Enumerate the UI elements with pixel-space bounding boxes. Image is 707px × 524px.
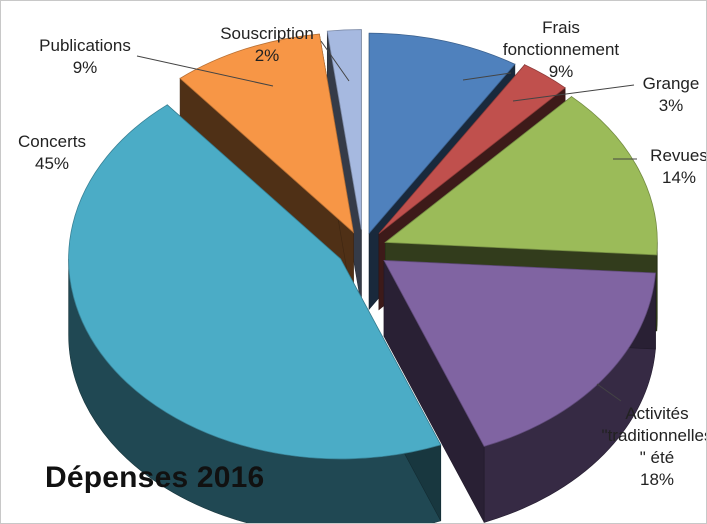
slice-name: Publications bbox=[39, 36, 131, 55]
slice-percent: 9% bbox=[549, 62, 574, 81]
slice-0 bbox=[368, 32, 516, 235]
slice-percent: 45% bbox=[35, 154, 69, 173]
leader-line-1 bbox=[512, 84, 635, 102]
chart-title: Dépenses 2016 bbox=[45, 461, 265, 494]
slice-percent: 9% bbox=[73, 58, 98, 77]
data-label-0: Frais fonctionnement 9% bbox=[503, 18, 620, 81]
data-labels: Frais fonctionnement 9% Grange 3% Revues 14% Ac… bbox=[18, 18, 706, 489]
slice-5 bbox=[179, 33, 355, 234]
slice-name: Grange bbox=[643, 74, 700, 93]
slice-name: Frais bbox=[542, 18, 580, 37]
leader-line-3 bbox=[596, 383, 622, 402]
slice-percent: 18% bbox=[640, 470, 674, 489]
slice-name: " été bbox=[640, 448, 674, 467]
slice-4 bbox=[68, 104, 442, 460]
slice-3 bbox=[383, 260, 656, 447]
leader-lines bbox=[136, 40, 637, 402]
data-label-2: Revues 14% bbox=[650, 146, 706, 187]
data-label-1: Grange 3% bbox=[643, 74, 700, 115]
data-label-3: Activités "traditionnelles " été 18% bbox=[602, 404, 706, 489]
slice-name: "traditionnelles bbox=[602, 426, 706, 445]
slice-name: Revues bbox=[650, 146, 706, 165]
slice-tops bbox=[68, 29, 658, 460]
leader-line-5 bbox=[136, 55, 274, 87]
slice-name: Concerts bbox=[18, 132, 86, 151]
slice-name: Activités bbox=[625, 404, 688, 423]
leader-line-6 bbox=[320, 40, 350, 82]
data-label-4: Concerts 45% bbox=[18, 132, 86, 173]
slice-name: fonctionnement bbox=[503, 40, 620, 59]
data-label-6: Souscription 2% bbox=[220, 24, 314, 65]
slice-percent: 2% bbox=[255, 46, 280, 65]
slice-1 bbox=[378, 64, 566, 234]
slice-percent: 3% bbox=[659, 96, 684, 115]
slice-2 bbox=[384, 96, 658, 256]
data-label-5: Publications 9% bbox=[39, 36, 131, 77]
slice-6 bbox=[326, 29, 362, 230]
slice-name: Souscription bbox=[220, 24, 314, 43]
slice-percent: 14% bbox=[662, 168, 696, 187]
leader-line-0 bbox=[462, 72, 512, 81]
